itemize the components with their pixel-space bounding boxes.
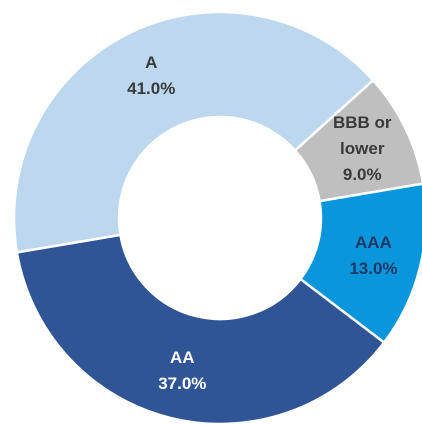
- category-label: AA: [170, 348, 195, 368]
- value-label: 13.0%: [349, 258, 398, 278]
- segment-label: AA 37.0%: [146, 345, 218, 397]
- category-label: AAA: [355, 232, 392, 252]
- category-label: A: [145, 52, 158, 72]
- segment-label: AAA 13.0%: [337, 230, 409, 282]
- donut-segment: [15, 233, 386, 425]
- value-label: 41.0%: [127, 78, 176, 98]
- value-label: 9.0%: [342, 165, 382, 185]
- category-label: BBB or lower: [332, 113, 392, 159]
- donut-segment: [12, 10, 375, 254]
- segment-label: BBB or lower 9.0%: [326, 110, 398, 188]
- donut-segment: [293, 78, 422, 203]
- donut-segment: [298, 182, 422, 345]
- segment-label: A 41.0%: [115, 50, 187, 102]
- value-label: 37.0%: [158, 374, 207, 394]
